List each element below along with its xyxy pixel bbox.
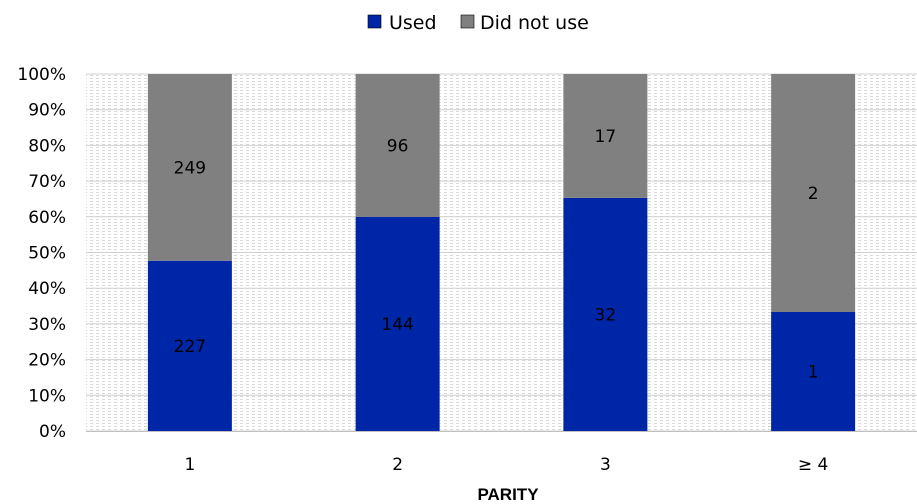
legend-swatch-did-not-use	[460, 14, 475, 29]
bar-used-2	[355, 216, 440, 431]
x-tick-label: 3	[600, 455, 611, 475]
bar-did-not-use-1	[147, 74, 232, 261]
y-tick-label: 0%	[39, 422, 66, 442]
data-label-used-1: 227	[174, 337, 206, 357]
y-tick-label: 10%	[28, 386, 66, 406]
bar-did-not-use-2	[355, 74, 440, 217]
bar-used-4	[771, 312, 856, 431]
data-label-did-not-use-4: 2	[808, 184, 819, 204]
data-label-did-not-use-2: 96	[387, 136, 409, 156]
x-axis-tick-labels: 1 2 3 ≥ 4	[184, 455, 828, 475]
x-tick-label: ≥ 4	[798, 455, 828, 475]
y-tick-label: 90%	[28, 101, 66, 121]
bar-used-3	[563, 197, 648, 431]
legend: Used Did not use	[367, 12, 589, 34]
x-axis-title: PARITY	[477, 485, 539, 504]
bars	[147, 74, 856, 431]
x-tick-label: 1	[184, 455, 195, 475]
data-label-used-4: 1	[808, 363, 819, 383]
data-label-did-not-use-3: 17	[595, 127, 617, 147]
data-labels: 227 249 144 96 32 17 1 2	[174, 127, 819, 383]
y-tick-label: 20%	[28, 351, 66, 371]
y-tick-label: 70%	[28, 172, 66, 192]
y-axis-tick-labels: 0% 10% 20% 30% 40% 50% 60% 70% 80% 90% 100%	[17, 65, 66, 442]
y-tick-label: 30%	[28, 315, 66, 335]
data-label-used-3: 32	[595, 305, 617, 325]
y-tick-label: 100%	[17, 65, 66, 85]
bar-did-not-use-3	[563, 74, 648, 198]
legend-label-used: Used	[389, 12, 437, 34]
legend-label-did-not-use: Did not use	[480, 12, 589, 34]
x-tick-label: 2	[392, 455, 403, 475]
bar-used-1	[147, 260, 232, 431]
y-tick-label: 50%	[28, 244, 66, 264]
data-label-used-2: 144	[381, 315, 413, 335]
data-label-did-not-use-1: 249	[174, 158, 206, 178]
y-tick-label: 60%	[28, 208, 66, 228]
y-tick-label: 40%	[28, 279, 66, 299]
y-tick-label: 80%	[28, 136, 66, 156]
legend-swatch-used	[367, 14, 382, 29]
bar-did-not-use-4	[771, 74, 856, 312]
